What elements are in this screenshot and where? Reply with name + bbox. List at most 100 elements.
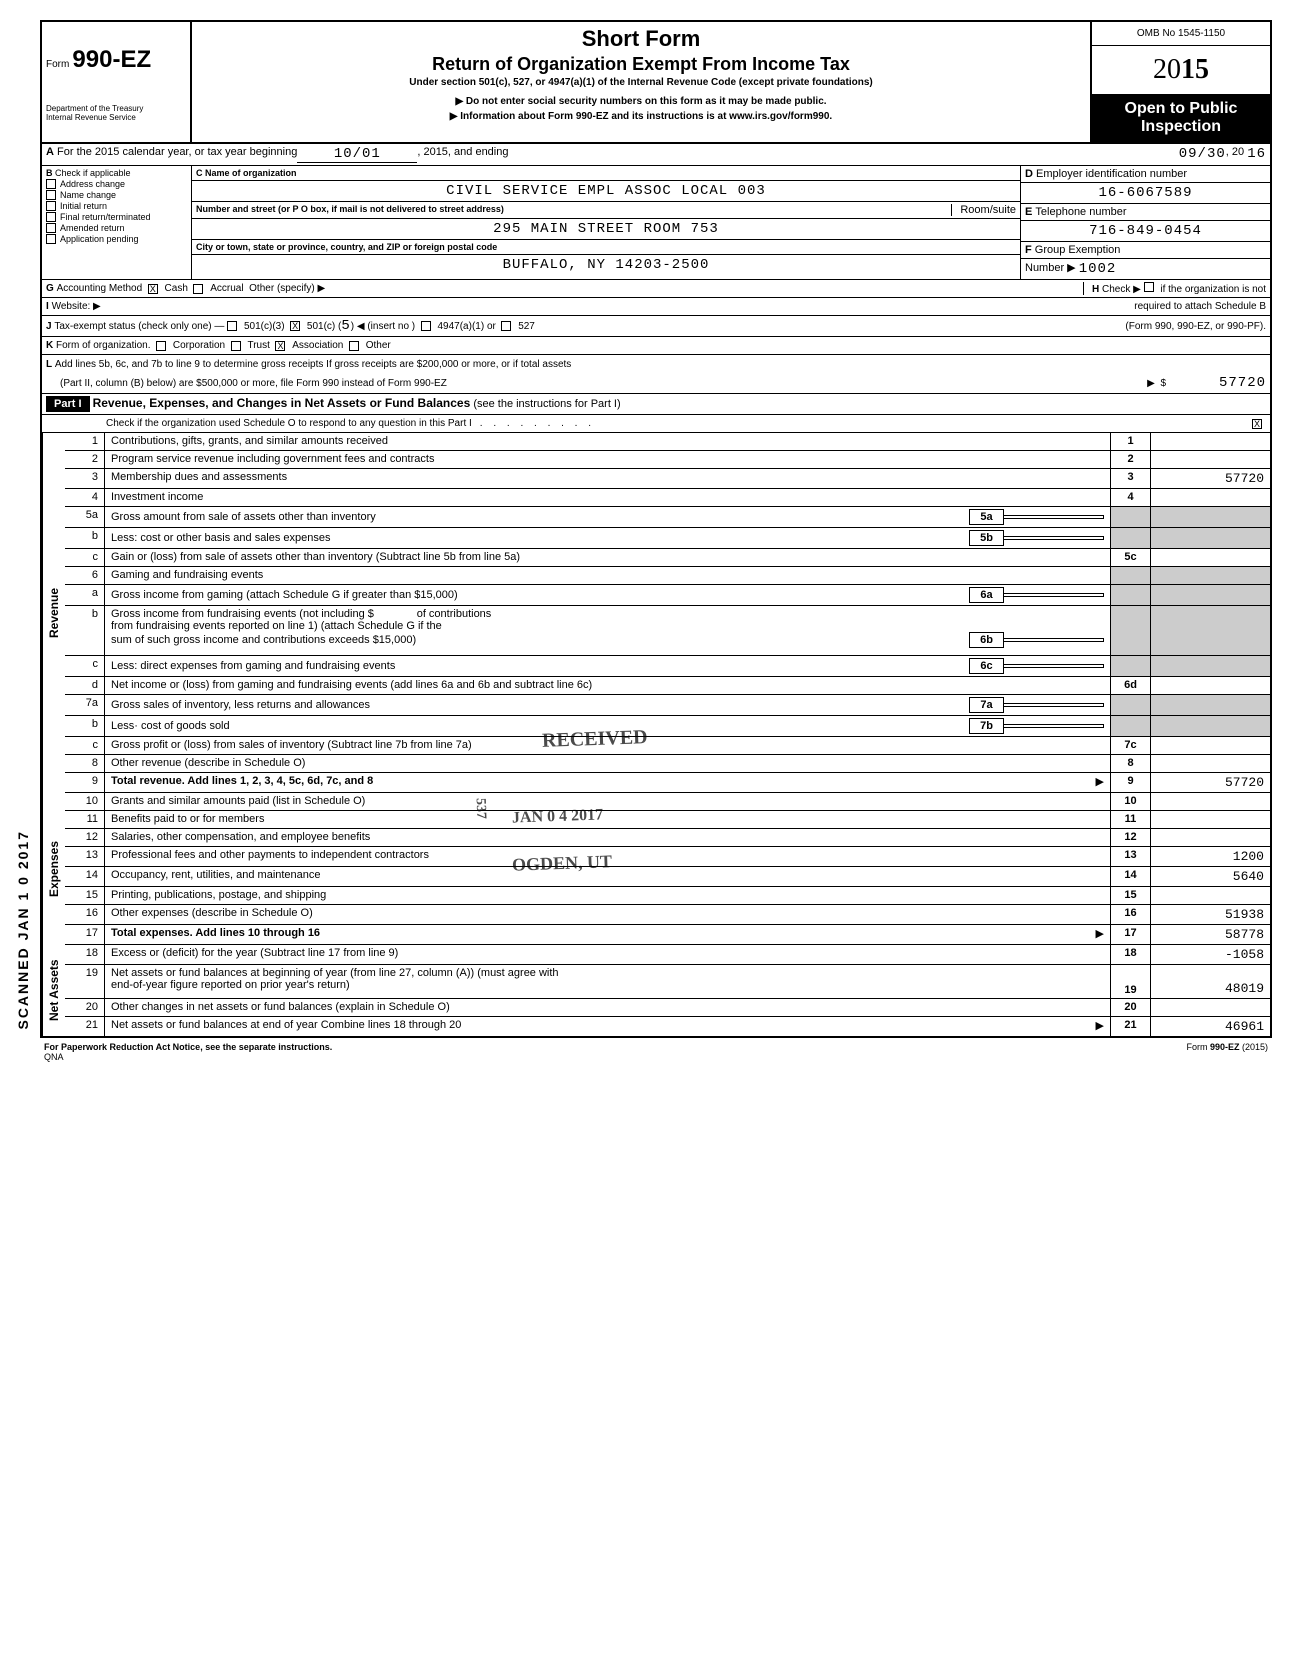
form-990ez: Form 990-EZ Department of the Treasury I…	[40, 20, 1272, 1038]
form-prefix: Form	[46, 59, 69, 70]
form-reference: Form 990-EZ (2015)	[1186, 1042, 1268, 1062]
line18-val: -1058	[1150, 945, 1270, 964]
checkbox-schedule-o-icon[interactable]	[1252, 419, 1262, 429]
line5c-val	[1150, 549, 1270, 566]
line12-val	[1150, 829, 1270, 846]
line17-val: 58778	[1150, 925, 1270, 944]
revenue-label: Revenue	[42, 433, 65, 793]
section-l-1: L Add lines 5b, 6c, and 7b to line 9 to …	[42, 355, 1270, 373]
checkbox-501c-icon[interactable]	[290, 321, 300, 331]
section-bcdef: B Check if applicable Address change Nam…	[42, 166, 1270, 280]
line3-val: 57720	[1150, 469, 1270, 488]
dept-treasury: Department of the Treasury	[46, 104, 186, 113]
checkbox-assoc-icon[interactable]	[275, 341, 285, 351]
line19-val: 48019	[1150, 965, 1270, 998]
line8-val	[1150, 755, 1270, 772]
ein: 16-6067589	[1098, 185, 1192, 201]
line14-val: 5640	[1150, 867, 1270, 886]
section-g-h: G Accounting Method Cash Accrual Other (…	[42, 280, 1270, 298]
line1-val	[1150, 433, 1270, 450]
revenue-section: Revenue 1Contributions, gifts, grants, a…	[42, 433, 1270, 793]
section-l-2: (Part II, column (B) below) are $500,000…	[42, 373, 1270, 394]
check-pending: Application pending	[46, 234, 187, 244]
num-stamp: 537	[472, 798, 489, 820]
checkbox-accrual-icon[interactable]	[193, 284, 203, 294]
checkbox-icon[interactable]	[46, 179, 56, 189]
checkbox-icon[interactable]	[46, 190, 56, 200]
checkbox-icon[interactable]	[1144, 282, 1154, 292]
check-name: Name change	[46, 190, 187, 200]
line15-val	[1150, 887, 1270, 904]
checkbox-icon[interactable]	[156, 341, 166, 351]
section-b: B Check if applicable Address change Nam…	[42, 166, 192, 279]
line21-val: 46961	[1150, 1017, 1270, 1036]
part1-header: Part I Revenue, Expenses, and Changes in…	[42, 394, 1270, 415]
end-year: 16	[1247, 146, 1266, 163]
part1-check: Check if the organization used Schedule …	[42, 415, 1270, 433]
line7c-val	[1150, 737, 1270, 754]
expenses-section: Expenses 10Grants and similar amounts pa…	[42, 793, 1270, 945]
begin-date: 10/01	[297, 146, 417, 163]
footer: For Paperwork Reduction Act Notice, see …	[40, 1038, 1272, 1066]
city-state-zip: BUFFALO, NY 14203-2500	[503, 257, 710, 273]
header-left: Form 990-EZ Department of the Treasury I…	[42, 22, 192, 142]
checkbox-icon[interactable]	[501, 321, 511, 331]
line2-val	[1150, 451, 1270, 468]
qna: QNA	[44, 1052, 332, 1062]
part1-label: Part I	[46, 396, 90, 412]
paperwork-notice: For Paperwork Reduction Act Notice, see …	[44, 1042, 332, 1052]
section-k: K Form of organization. Corporation Trus…	[42, 337, 1270, 355]
check-address: Address change	[46, 179, 187, 189]
info-about: ▶ Information about Form 990-EZ and its …	[200, 111, 1082, 122]
section-i: I Website: ▶ required to attach Schedule…	[42, 298, 1270, 316]
line10-val	[1150, 793, 1270, 810]
telephone: 716-849-0454	[1089, 223, 1202, 239]
do-not-enter: ▶ Do not enter social security numbers o…	[200, 96, 1082, 107]
dept-irs: Internal Revenue Service	[46, 113, 186, 122]
form-header: Form 990-EZ Department of the Treasury I…	[42, 22, 1270, 144]
checkbox-icon[interactable]	[421, 321, 431, 331]
form-number: 990-EZ	[72, 46, 151, 73]
checkbox-icon[interactable]	[46, 212, 56, 222]
omb-number: OMB No 1545-1150	[1092, 22, 1270, 46]
checkbox-icon[interactable]	[46, 234, 56, 244]
line13-val: 1200	[1150, 847, 1270, 866]
checkbox-icon[interactable]	[349, 341, 359, 351]
line20-val	[1150, 999, 1270, 1016]
ogden-stamp: OGDEN, UT	[512, 851, 613, 875]
checkbox-icon[interactable]	[46, 223, 56, 233]
line9-val: 57720	[1150, 773, 1270, 792]
gross-receipts: 57720	[1166, 375, 1266, 391]
check-final: Final return/terminated	[46, 212, 187, 222]
section-c: C Name of organization CIVIL SERVICE EMP…	[192, 166, 1020, 279]
street-address: 295 MAIN STREET ROOM 753	[493, 221, 719, 237]
section-def: D Employer identification number 16-6067…	[1020, 166, 1270, 279]
end-date: 09/30	[1179, 146, 1226, 163]
scanned-stamp: SCANNED JAN 1 0 2017	[15, 830, 31, 1030]
netassets-label: Net Assets	[42, 945, 65, 1036]
date-stamp: JAN 0 4 2017	[512, 806, 604, 827]
short-form-title: Short Form	[200, 26, 1082, 52]
tax-year: 2015	[1092, 46, 1270, 94]
check-amended: Amended return	[46, 223, 187, 233]
line6d-val	[1150, 677, 1270, 694]
section-j: J Tax-exempt status (check only one) — 5…	[42, 316, 1270, 337]
line11-val	[1150, 811, 1270, 828]
checkbox-icon[interactable]	[46, 201, 56, 211]
netassets-section: Net Assets 18Excess or (deficit) for the…	[42, 945, 1270, 1036]
line4-val	[1150, 489, 1270, 506]
checkbox-cash-icon[interactable]	[148, 284, 158, 294]
checkbox-icon[interactable]	[231, 341, 241, 351]
header-right: OMB No 1545-1150 2015 Open to Public Ins…	[1090, 22, 1270, 142]
header-center: Short Form Return of Organization Exempt…	[192, 22, 1090, 142]
expenses-label: Expenses	[42, 793, 65, 945]
check-initial: Initial return	[46, 201, 187, 211]
under-section: Under section 501(c), 527, or 4947(a)(1)…	[200, 77, 1082, 88]
open-public: Open to Public Inspection	[1092, 94, 1270, 142]
line16-val: 51938	[1150, 905, 1270, 924]
return-title: Return of Organization Exempt From Incom…	[200, 54, 1082, 75]
received-stamp: RECEIVED	[542, 726, 648, 753]
checkbox-icon[interactable]	[227, 321, 237, 331]
group-exemption: 1002	[1079, 261, 1117, 277]
org-name: CIVIL SERVICE EMPL ASSOC LOCAL 003	[446, 183, 766, 199]
